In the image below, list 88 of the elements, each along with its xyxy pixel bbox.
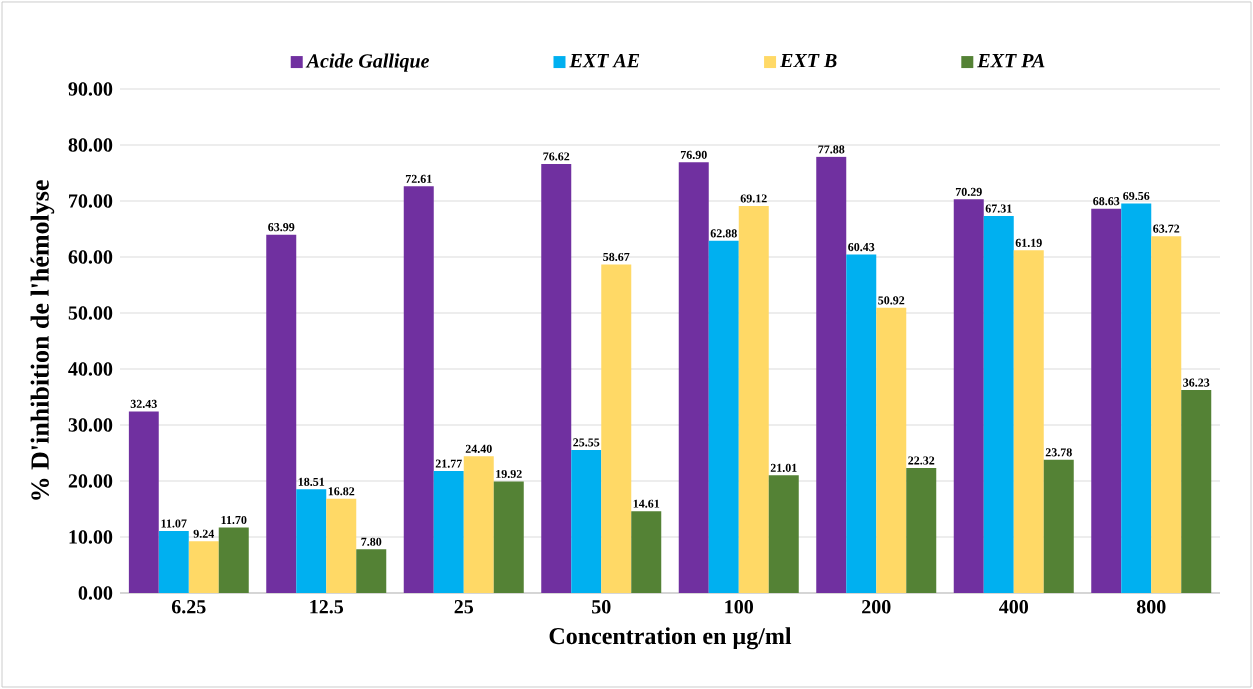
y-tick-label: 60.00 [68,250,113,264]
data-label: 21.77 [435,459,462,468]
bar [266,234,297,593]
x-tick-label: 200 [862,600,891,614]
bar [158,530,189,593]
bar [601,264,632,593]
data-label: 70.29 [955,187,982,196]
bar [1043,459,1074,593]
data-label: 24.40 [465,444,492,453]
data-label: 60.43 [848,243,875,252]
data-label: 25.55 [573,438,600,447]
data-label: 76.90 [680,150,707,159]
bar [541,163,572,593]
data-label: 11.70 [221,515,247,525]
bar [983,216,1014,593]
data-label: 62.88 [710,229,737,238]
data-label: 72.61 [405,174,432,183]
data-label: 18.51 [298,477,325,486]
data-label: 76.62 [543,152,570,161]
x-tick-label: 100 [725,600,754,614]
data-label: 19.92 [496,469,522,479]
bar [906,468,937,593]
data-label: 32.43 [130,399,157,408]
bar [403,186,434,593]
data-label: 23.78 [1045,448,1072,457]
data-label: 36.23 [1183,378,1210,387]
x-axis-title: Concentration en µg/ml [549,627,792,650]
x-tick-label: 25 [454,600,474,614]
x-tick-label: 6.25 [171,600,206,614]
x-tick-label: 400 [999,600,1029,614]
data-label: 16.82 [328,487,355,496]
bar [1181,390,1212,593]
bar [356,549,387,593]
bar [678,162,709,593]
data-label: 63.99 [268,223,295,232]
legend-label: EXT PA [977,53,1045,68]
bar [631,511,662,593]
data-label: 69.12 [740,194,767,203]
x-tick-label: 800 [1136,600,1166,614]
data-label: 9.24 [193,529,215,538]
bar [433,471,464,593]
bar [128,411,159,593]
bar [708,240,739,593]
data-label: 14.61 [633,499,660,508]
legend-label: EXT AE [569,53,640,68]
data-label: 58.67 [603,252,630,262]
x-tick-label: 12.5 [310,600,344,614]
bar [326,498,357,593]
data-label: 11.07 [161,519,187,528]
legend-label: Acide Gallique [305,53,430,72]
bar [846,254,877,593]
y-tick-label: 0.00 [78,586,113,600]
y-tick-label: 50.00 [68,306,113,320]
data-label: 50.92 [878,296,905,305]
y-tick-label: 90.00 [68,82,113,96]
bar [1121,203,1152,593]
y-tick-label: 30.00 [68,418,113,432]
bar [1151,236,1182,593]
bar [876,307,907,593]
bar [188,541,219,593]
bar [296,489,327,593]
bar [218,527,249,593]
bar [738,205,769,593]
bar [571,449,602,593]
data-label: 63.72 [1153,224,1180,233]
y-axis-title: % D'inhibition de l'hémolyse [30,180,55,500]
bar [1013,250,1044,593]
y-tick-label: 80.00 [68,138,113,152]
x-tick-label: 50 [592,600,611,614]
bar [816,156,847,593]
data-label: 68.63 [1093,197,1120,206]
data-label: 77.88 [818,145,845,154]
y-tick-label: 20.00 [68,474,113,488]
bar [1091,208,1122,593]
y-tick-label: 40.00 [68,362,113,376]
data-label: 22.32 [908,456,935,465]
data-label: 21.01 [770,463,797,472]
data-label: 61.19 [1015,238,1042,247]
bar [953,199,984,593]
y-tick-label: 10.00 [69,530,113,544]
data-label: 69.56 [1123,191,1150,201]
bar [493,481,524,593]
data-label: 7.80 [361,537,382,546]
legend-label: EXT B [779,54,837,68]
y-tick-label: 70.00 [69,194,113,208]
data-label: 67.31 [985,204,1012,213]
bar [463,456,494,593]
bar [768,475,799,593]
